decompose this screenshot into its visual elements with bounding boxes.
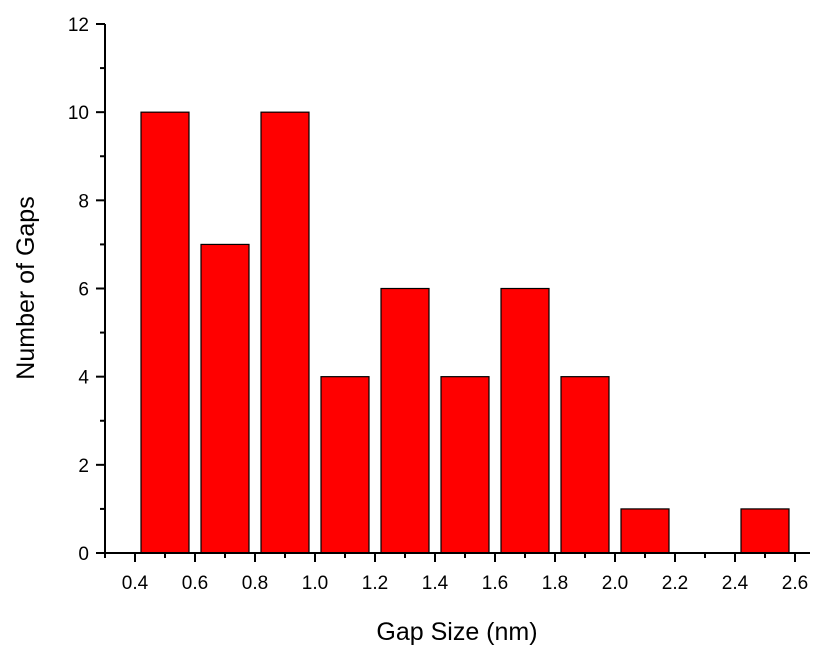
x-tick-label-10: 2.4 <box>722 573 749 594</box>
x-tick-label-5: 1.4 <box>422 573 449 594</box>
x-tick-label-0: 0.4 <box>122 573 149 594</box>
x-tick-label-9: 2.2 <box>662 573 688 594</box>
x-tick-label-11: 2.6 <box>782 573 808 594</box>
x-tick-label-7: 1.8 <box>542 573 568 594</box>
y-tick-label-1: 2 <box>78 456 89 477</box>
x-tick-label-6: 1.6 <box>482 573 508 594</box>
bar-3 <box>320 376 370 554</box>
x-tick-label-3: 1.0 <box>302 573 328 594</box>
x-axis-title: Gap Size (nm) <box>376 618 537 646</box>
y-tick-label-2: 4 <box>78 368 89 389</box>
bar-2 <box>260 111 310 554</box>
bar-7 <box>560 376 610 554</box>
x-tick-label-4: 1.2 <box>362 573 388 594</box>
y-ticks-group: 0 2 4 6 8 10 12 <box>68 15 105 565</box>
bar-9 <box>740 508 790 554</box>
bar-0 <box>140 111 190 554</box>
bar-6 <box>500 287 550 554</box>
x-tick-label-8: 2.0 <box>602 573 628 594</box>
y-tick-label-6: 12 <box>68 15 89 36</box>
bar-1 <box>200 243 250 554</box>
y-axis-title: Number of Gaps <box>12 196 40 379</box>
x-tick-label-1: 0.6 <box>182 573 208 594</box>
y-tick-label-3: 6 <box>78 280 89 301</box>
bar-4 <box>380 287 430 554</box>
x-ticks-group: 0.4 0.6 0.8 1.0 1.2 1.4 1.6 1.8 2.0 2.2 2.4 2.6 <box>104 553 808 594</box>
bar-5 <box>440 376 490 554</box>
y-tick-label-0: 0 <box>78 544 89 565</box>
bar-8 <box>620 508 670 554</box>
x-tick-label-2: 0.8 <box>242 573 268 594</box>
y-tick-label-4: 8 <box>78 191 89 212</box>
y-tick-label-5: 10 <box>68 103 89 124</box>
bars-group <box>140 111 790 554</box>
